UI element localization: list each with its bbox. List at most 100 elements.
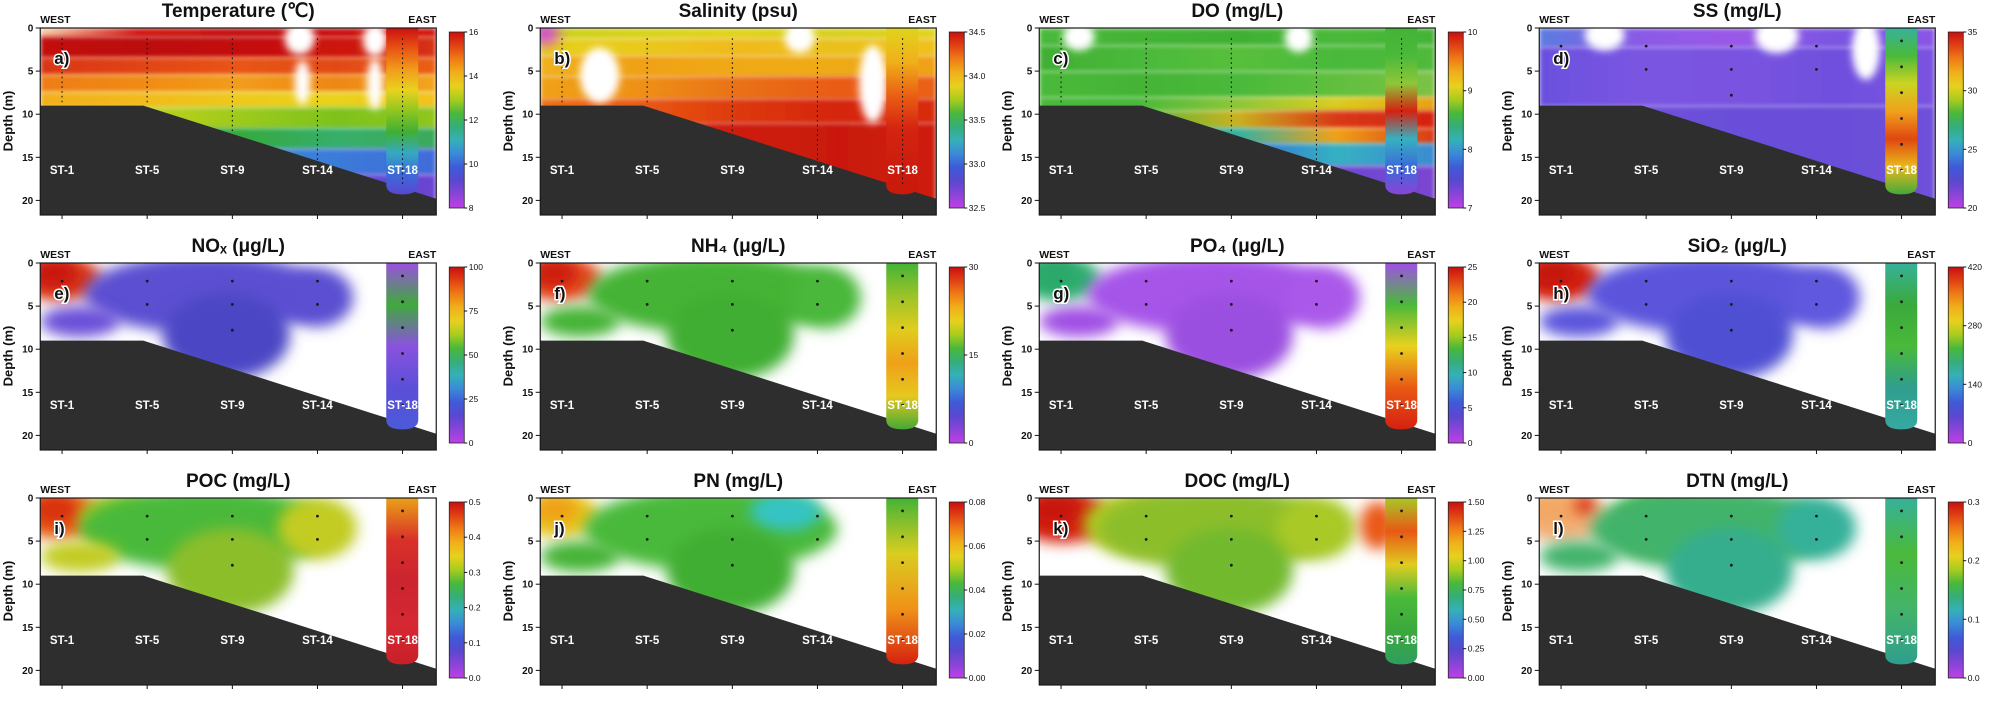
station-label: ST-9 bbox=[220, 400, 244, 412]
sample-dots bbox=[560, 509, 904, 642]
st18-data-column bbox=[1385, 263, 1418, 430]
panel-title: SiO₂ (μg/L) bbox=[1687, 236, 1786, 257]
colorbar bbox=[1947, 501, 1964, 679]
station-label: ST-9 bbox=[720, 635, 744, 647]
colorbar-tick-label: 0.3 bbox=[469, 567, 481, 577]
station-label: ST-14 bbox=[1801, 165, 1832, 177]
station-label: ST-1 bbox=[549, 635, 574, 647]
colorbar-tick-label: 280 bbox=[1967, 321, 1981, 331]
panel-title: PN (mg/L) bbox=[693, 471, 783, 492]
colorbar bbox=[948, 31, 965, 209]
depth-tick-label: 15 bbox=[1521, 623, 1533, 634]
colorbar-tick-label: 0.5 bbox=[469, 497, 481, 507]
depth-tick-label: 10 bbox=[22, 345, 34, 356]
colorbar bbox=[448, 266, 465, 444]
station-label: ST-18 bbox=[1386, 400, 1417, 412]
data-field bbox=[539, 28, 936, 215]
plot-frame bbox=[539, 497, 937, 686]
station-label: ST-18 bbox=[887, 635, 918, 647]
depth-tick-label: 15 bbox=[522, 153, 534, 164]
plot-frame bbox=[539, 262, 937, 451]
colorbar-tick-label: 0.06 bbox=[968, 541, 985, 551]
depth-tick-label: 10 bbox=[522, 110, 534, 121]
depth-axis-label: Depth (m) bbox=[1499, 561, 1514, 622]
station-label: ST-9 bbox=[1219, 165, 1243, 177]
depth-tick-label: 0 bbox=[28, 494, 34, 505]
panel-k: ST-1 ST-5 ST-9 ST-14 ST-18 0 5 10 15 20 Depth (m) W… bbox=[999, 471, 1485, 689]
east-label: EAST bbox=[408, 14, 437, 26]
west-label: WEST bbox=[1039, 14, 1070, 26]
panel-title: DTN (mg/L) bbox=[1686, 471, 1788, 492]
colorbar-tick-label: 0.3 bbox=[1967, 497, 1979, 507]
bathymetry bbox=[539, 340, 936, 450]
station-label: ST-18 bbox=[387, 400, 418, 412]
colorbar-tick-label: 8 bbox=[1468, 144, 1473, 154]
colorbar-tick-label: 25 bbox=[1967, 144, 1977, 154]
station-label: ST-18 bbox=[1886, 635, 1917, 647]
st18-data-column bbox=[885, 263, 918, 430]
colorbar-tick-label: 5 bbox=[1468, 403, 1473, 413]
colorbar-tick-label: 0.50 bbox=[1468, 614, 1485, 624]
depth-tick-label: 15 bbox=[1021, 153, 1033, 164]
sample-dots bbox=[560, 274, 904, 407]
depth-tick-label: 20 bbox=[22, 666, 34, 677]
depth-tick-label: 0 bbox=[527, 259, 533, 270]
depth-tick-label: 5 bbox=[527, 67, 533, 78]
panel-title: DOC (mg/L) bbox=[1184, 471, 1290, 492]
panel-letter: h) bbox=[1553, 284, 1569, 303]
panel-b: ST-1 ST-5 ST-9 ST-14 ST-18 0 5 10 15 20 Depth (m) W… bbox=[500, 1, 985, 219]
sample-dots bbox=[1559, 509, 1903, 642]
station-label: ST-9 bbox=[720, 400, 744, 412]
depth-tick-label: 15 bbox=[522, 388, 534, 399]
depth-tick-label: 0 bbox=[1027, 494, 1033, 505]
station-label: ST-14 bbox=[1301, 400, 1332, 412]
panel-letter: k) bbox=[1053, 519, 1068, 538]
depth-tick-label: 15 bbox=[1521, 388, 1533, 399]
panel-title: NH₄ (μg/L) bbox=[690, 236, 785, 257]
station-label: ST-5 bbox=[635, 400, 660, 412]
colorbar bbox=[948, 266, 965, 444]
bathymetry bbox=[1039, 575, 1436, 685]
bathymetry bbox=[40, 575, 437, 685]
plot-frame bbox=[1038, 262, 1436, 451]
station-label: ST-18 bbox=[387, 165, 418, 177]
station-label: ST-1 bbox=[1548, 165, 1573, 177]
colorbar-tick-label: 12 bbox=[469, 115, 479, 125]
station-label: ST-14 bbox=[1801, 400, 1832, 412]
panel-letter: j) bbox=[553, 519, 564, 538]
depth-tick-label: 20 bbox=[22, 431, 34, 442]
colorbar-tick-label: 140 bbox=[1967, 379, 1981, 389]
station-label: ST-1 bbox=[549, 400, 574, 412]
depth-tick-label: 10 bbox=[1521, 345, 1533, 356]
plot-frame bbox=[39, 497, 437, 686]
west-label: WEST bbox=[540, 14, 571, 26]
colorbar-tick-label: 0.75 bbox=[1468, 585, 1485, 595]
east-label: EAST bbox=[1407, 484, 1436, 496]
sample-dots bbox=[1559, 274, 1903, 407]
colorbar-tick-label: 30 bbox=[968, 262, 978, 272]
panel-title: NOₓ (μg/L) bbox=[191, 236, 285, 257]
station-label: ST-5 bbox=[1134, 165, 1159, 177]
depth-tick-label: 10 bbox=[1021, 110, 1033, 121]
colorbar-tick-label: 33.5 bbox=[968, 115, 985, 125]
colorbar-tick-label: 100 bbox=[469, 262, 483, 272]
panel-letter: e) bbox=[54, 284, 69, 303]
depth-tick-label: 15 bbox=[1021, 623, 1033, 634]
station-label: ST-9 bbox=[1219, 635, 1243, 647]
bathymetry bbox=[1538, 340, 1935, 450]
colorbar-tick-label: 35 bbox=[1967, 27, 1977, 37]
sample-dots bbox=[61, 38, 404, 186]
colorbar-tick-label: 0.0 bbox=[1967, 673, 1979, 683]
depth-tick-label: 10 bbox=[1521, 110, 1533, 121]
depth-tick-label: 5 bbox=[1526, 67, 1532, 78]
panel-letter: i) bbox=[54, 519, 64, 538]
plot-frame bbox=[1538, 497, 1936, 686]
west-label: WEST bbox=[1539, 249, 1570, 261]
depth-axis-label: Depth (m) bbox=[1499, 326, 1514, 387]
colorbar-tick-label: 75 bbox=[469, 306, 479, 316]
data-field bbox=[40, 263, 437, 450]
panel-a: ST-1 ST-5 ST-9 ST-14 ST-18 0 5 10 15 20 Depth (m) W… bbox=[0, 1, 479, 219]
station-label: ST-1 bbox=[1049, 165, 1074, 177]
colorbar-tick-label: 7 bbox=[1468, 203, 1473, 213]
depth-tick-label: 10 bbox=[522, 345, 534, 356]
